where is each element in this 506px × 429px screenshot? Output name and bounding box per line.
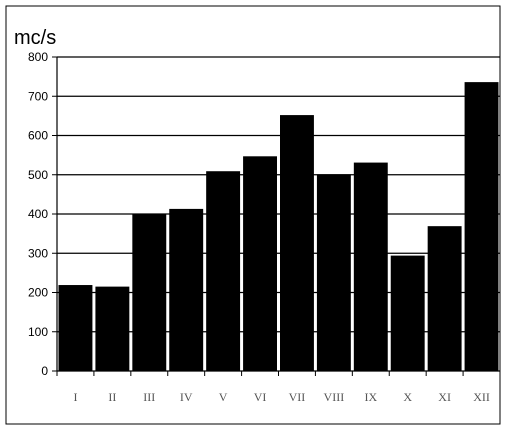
x-tick-label-VII: VII <box>289 390 306 404</box>
y-tick-label: 400 <box>28 207 48 221</box>
y-ticks: 0 100 200 300 400 500 600 700 800 <box>28 50 57 378</box>
x-tick-label-II: II <box>108 390 116 404</box>
bar-V <box>206 171 241 371</box>
bars <box>58 82 499 372</box>
x-ticks: I II III IV V VI VII VIII IX X XI XII <box>56 371 490 404</box>
bar-IV <box>169 208 204 371</box>
x-tick-label-IV: IV <box>180 390 193 404</box>
gridlines <box>57 56 500 333</box>
bar-XI <box>427 226 462 371</box>
x-tick-label-XI: XI <box>438 390 451 404</box>
bar-X <box>390 255 425 371</box>
x-tick-label-I: I <box>73 390 77 404</box>
y-tick-label: 100 <box>28 325 48 339</box>
y-tick-label: 200 <box>28 286 48 300</box>
y-tick-label: 500 <box>28 168 48 182</box>
y-tick-label: 800 <box>28 50 48 64</box>
x-tick-label-III: III <box>143 390 155 404</box>
x-tick-label-VI: VI <box>254 390 267 404</box>
x-tick-label-IX: IX <box>364 390 377 404</box>
bar-XII <box>464 82 499 372</box>
y-tick-label: 300 <box>28 246 48 260</box>
bar-VI <box>243 156 277 371</box>
x-tick-label-VIII: VIII <box>324 390 345 404</box>
bar-VIII <box>316 174 351 371</box>
bar-II <box>95 286 130 371</box>
x-tick-label-XII: XII <box>473 390 490 404</box>
bar-III <box>132 213 167 371</box>
bar-VII <box>280 115 314 371</box>
y-axis-unit-label: mc/s <box>14 27 56 49</box>
y-tick-label: 600 <box>28 129 48 143</box>
y-tick-label: 700 <box>28 89 48 103</box>
bar-IX <box>353 162 388 371</box>
x-tick-label-X: X <box>403 390 412 404</box>
y-tick-label: 0 <box>41 364 48 378</box>
x-tick-label-V: V <box>219 390 228 404</box>
bar-I <box>58 285 93 371</box>
